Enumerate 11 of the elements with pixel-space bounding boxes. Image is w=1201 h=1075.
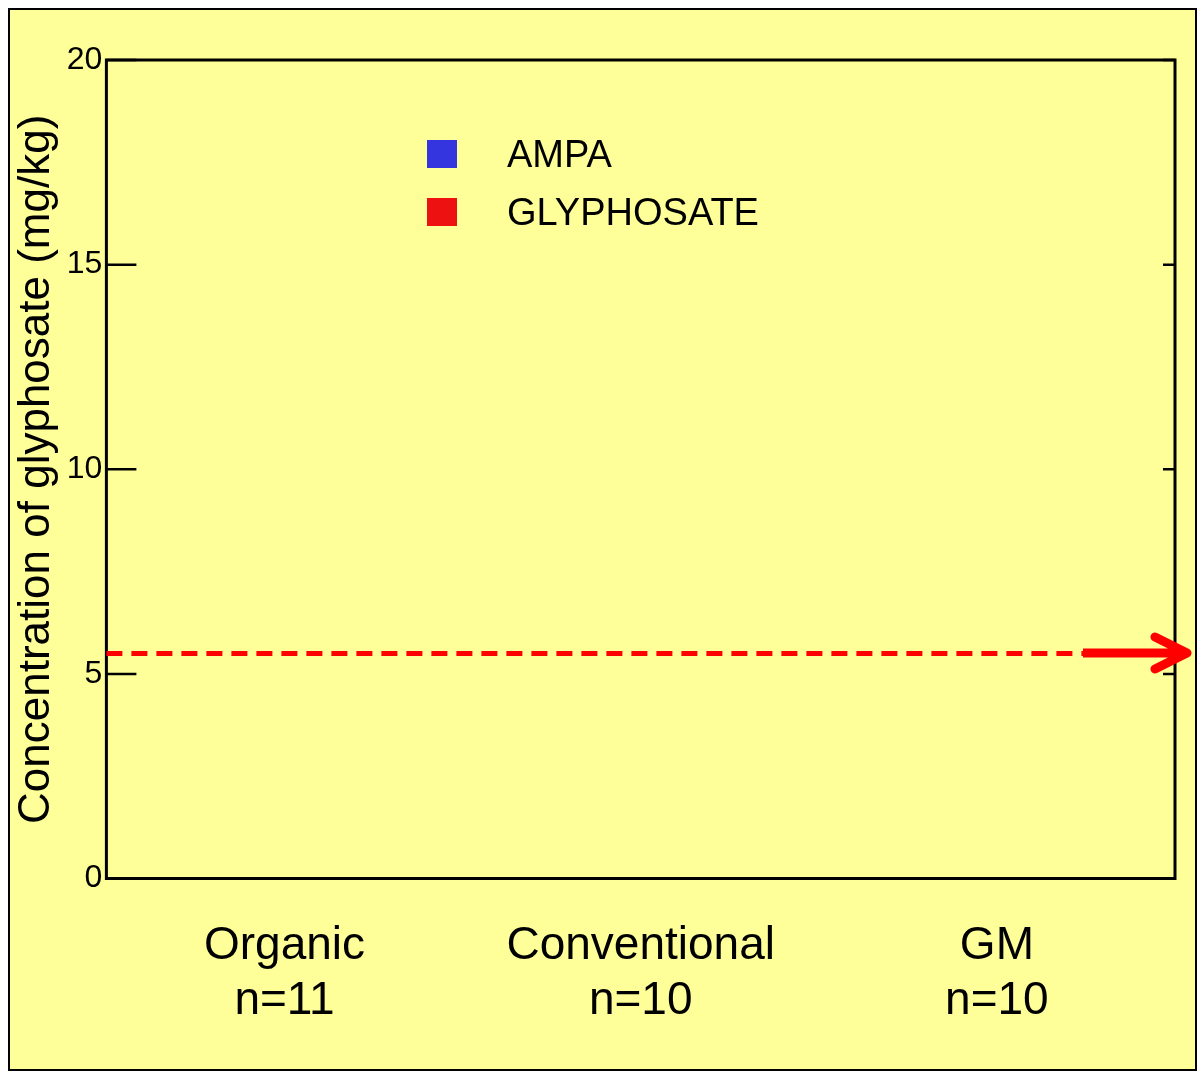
- x-tick-label: Conventional n=10: [506, 916, 775, 1025]
- y-tick-label: 0: [84, 858, 103, 895]
- legend-label: AMPA: [506, 132, 612, 176]
- legend-label: GLYPHOSATE: [506, 190, 759, 234]
- y-tick-label: 5: [84, 653, 103, 690]
- y-axis-title: Concentration of glyphosate (mg/kg): [8, 114, 58, 824]
- x-tick-label: Organic n=11: [203, 916, 366, 1025]
- x-tick-label: GM n=10: [945, 916, 1049, 1025]
- y-tick-label: 20: [66, 39, 103, 76]
- y-tick-label: 15: [66, 244, 103, 281]
- y-tick-label: 10: [66, 449, 103, 486]
